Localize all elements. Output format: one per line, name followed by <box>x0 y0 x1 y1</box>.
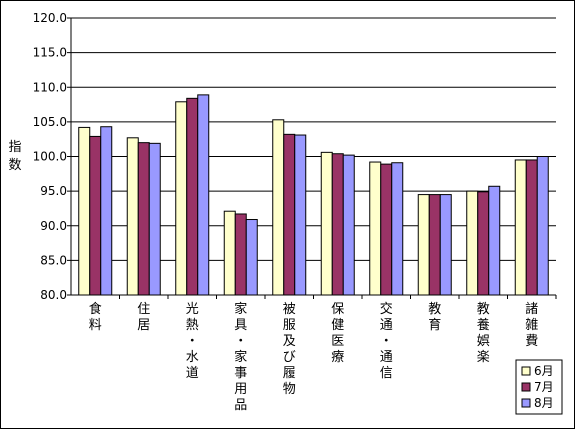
bar <box>100 126 113 296</box>
bar <box>126 137 139 296</box>
x-category-label: 教養娯楽 <box>477 301 490 365</box>
bar <box>186 97 199 296</box>
bar <box>417 194 430 296</box>
bar <box>477 191 490 296</box>
bar <box>488 185 501 296</box>
y-tick-label: 105.0 <box>33 115 67 129</box>
bar <box>294 134 307 296</box>
bar <box>78 126 91 296</box>
legend-label: 7月 <box>534 380 554 394</box>
bar <box>320 151 333 296</box>
legend-swatch <box>521 382 531 392</box>
x-category-label: 食料 <box>89 301 102 333</box>
x-category-label: 交通・通信 <box>380 301 393 381</box>
bar <box>272 119 285 296</box>
bar <box>148 142 161 296</box>
bar <box>369 161 382 296</box>
y-tick-label: 115.0 <box>33 46 67 60</box>
x-category-label: 家具・家事用品 <box>234 301 247 413</box>
bars <box>78 94 549 296</box>
y-tick-label: 100.0 <box>33 150 67 164</box>
legend: 6月 7月 8月 <box>515 359 563 415</box>
bar <box>89 135 102 296</box>
axes <box>70 18 557 299</box>
bar <box>137 142 150 296</box>
legend-label: 8月 <box>534 396 554 410</box>
bar <box>536 156 549 296</box>
bar <box>223 210 236 296</box>
bar <box>234 213 247 296</box>
x-category-label: 保健医療 <box>331 302 344 365</box>
x-category-labels: 食料 住居 光熱・水道 家具・家事用品 被服及び履物 保健医療 交通・通信 教育 教養娯楽 諸雑費 <box>89 301 539 413</box>
y-tick-labels: 80.0 85.0 90.0 95.0 100.0 105.0 110.0 115.0 120.… <box>33 11 67 302</box>
x-category-label: 光熱・水道 <box>186 302 199 381</box>
y-tick-label: 85.0 <box>40 253 67 267</box>
bar <box>197 94 210 296</box>
y-tick-label: 110.0 <box>33 80 67 94</box>
bar <box>331 153 344 296</box>
x-category-label: 被服及び履物 <box>283 302 296 397</box>
bar <box>439 194 452 296</box>
y-axis-label: 指数 <box>8 140 21 173</box>
legend-swatch <box>521 366 531 376</box>
y-tick-label: 80.0 <box>40 288 67 302</box>
bar <box>380 163 393 296</box>
bar <box>283 133 296 296</box>
bar <box>391 162 404 296</box>
y-tick-label: 95.0 <box>40 184 67 198</box>
bar <box>525 159 538 296</box>
bar <box>342 154 355 296</box>
legend-label: 6月 <box>534 364 554 378</box>
bar <box>428 194 441 296</box>
bar <box>466 190 479 296</box>
x-category-label: 諸雑費 <box>525 301 538 349</box>
legend-swatch <box>521 398 531 408</box>
y-tick-label: 90.0 <box>40 219 67 233</box>
bar <box>245 219 258 296</box>
x-category-label: 住居 <box>137 302 150 333</box>
x-category-label: 教育 <box>428 301 441 333</box>
bar <box>514 159 527 296</box>
y-tick-label: 120.0 <box>33 11 67 25</box>
bar <box>175 101 188 296</box>
